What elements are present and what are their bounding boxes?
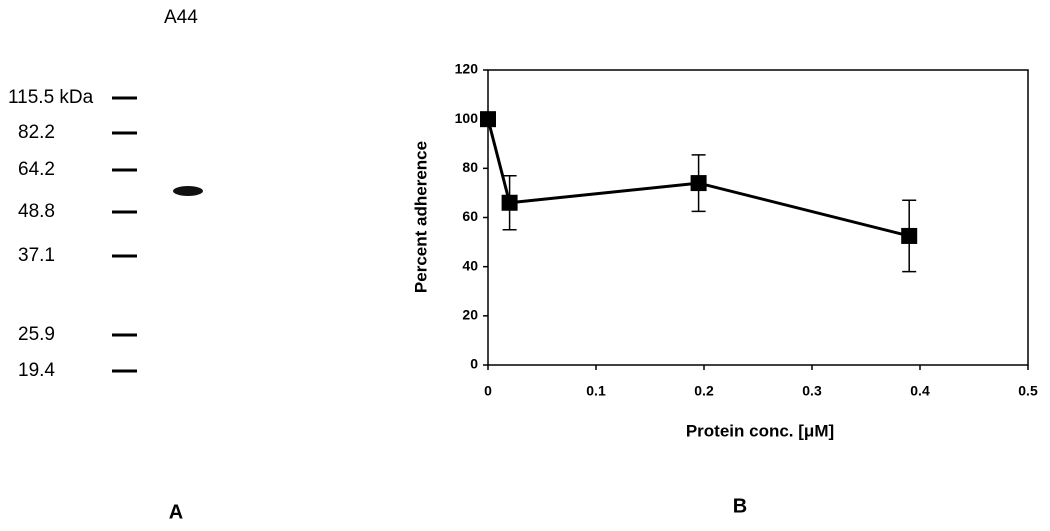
panel-label: B: [733, 495, 747, 517]
data-point: [901, 227, 918, 244]
marker-label: 37.1: [18, 245, 55, 266]
x-tick-label: 0.1: [586, 383, 606, 399]
marker-label: 115.5 kDa: [8, 87, 94, 108]
y-tick-label: 120: [455, 61, 479, 77]
y-tick-label: 40: [462, 257, 478, 273]
marker-label: 64.2: [18, 159, 55, 180]
y-tick-label: 80: [462, 159, 478, 175]
chart-panel: Protein conc. [μM] Percent adherence B 0…: [411, 61, 1037, 518]
marker-label: 25.9: [18, 324, 55, 345]
y-tick-label: 100: [455, 110, 479, 126]
y-axis-label: Percent adherence: [411, 141, 430, 293]
x-tick-label: 0.2: [694, 383, 714, 399]
marker-label: 48.8: [18, 201, 55, 222]
x-axis-label: Protein conc. [μM]: [686, 421, 834, 440]
x-tick-label: 0: [484, 383, 492, 399]
x-tick-label: 0.5: [1018, 383, 1038, 399]
y-tick-label: 20: [462, 307, 478, 323]
data-line: [486, 118, 910, 238]
y-tick-label: 60: [462, 208, 478, 224]
plot-frame: [487, 69, 1029, 366]
lane-label: A44: [164, 7, 198, 28]
protein-band: [173, 186, 203, 196]
blot-panel: A44 A 115.5 kDa 82.2 64.2 48.8 37.1 25.9 19.4: [8, 7, 203, 523]
x-tick-label: 0.3: [802, 383, 822, 399]
marker-label: 19.4: [18, 360, 55, 381]
marker-label: 82.2: [18, 122, 55, 143]
x-tick-label: 0.4: [910, 383, 930, 399]
panel-label: A: [169, 501, 183, 523]
data-point: [480, 111, 496, 128]
data-point: [690, 175, 707, 192]
data-point: [501, 194, 518, 211]
y-tick-label: 0: [470, 356, 478, 372]
